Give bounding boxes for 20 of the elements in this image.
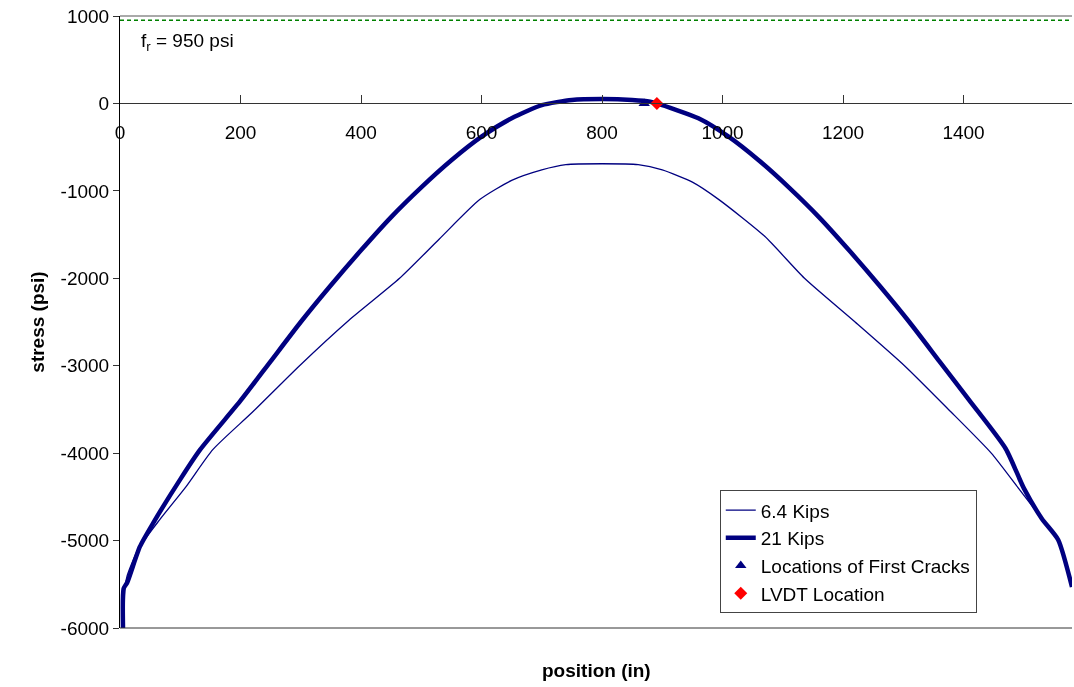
y-tick-label: -6000 [60, 617, 110, 639]
y-tick-label: -5000 [60, 530, 110, 552]
y-tick-label: -2000 [60, 267, 110, 289]
legend-label: Locations of First Cracks [760, 555, 970, 577]
x-tick-label: 200 [224, 122, 257, 144]
ref-line-label: f$_{r}$ = 950 psi [141, 30, 234, 54]
y-tick-label: 1000 [66, 5, 110, 27]
x-tick-label: 800 [586, 122, 618, 144]
y-tick-label: 0 [98, 93, 110, 115]
y-tick-label: -3000 [60, 355, 110, 377]
legend-label: 6.4 Kips [760, 500, 830, 522]
y-axis-title: stress (psi) [27, 271, 49, 373]
legend-label: LVDT Location [760, 583, 885, 605]
x-tick-label: 1200 [821, 122, 865, 144]
x-axis-title: position (in) [542, 660, 651, 681]
y-tick-label: -4000 [60, 442, 110, 464]
legend-label: 21 Kips [760, 528, 825, 550]
x-tick-label: 1400 [942, 122, 985, 144]
x-tick-label: 400 [345, 122, 377, 144]
y-tick-label: -1000 [60, 180, 110, 202]
